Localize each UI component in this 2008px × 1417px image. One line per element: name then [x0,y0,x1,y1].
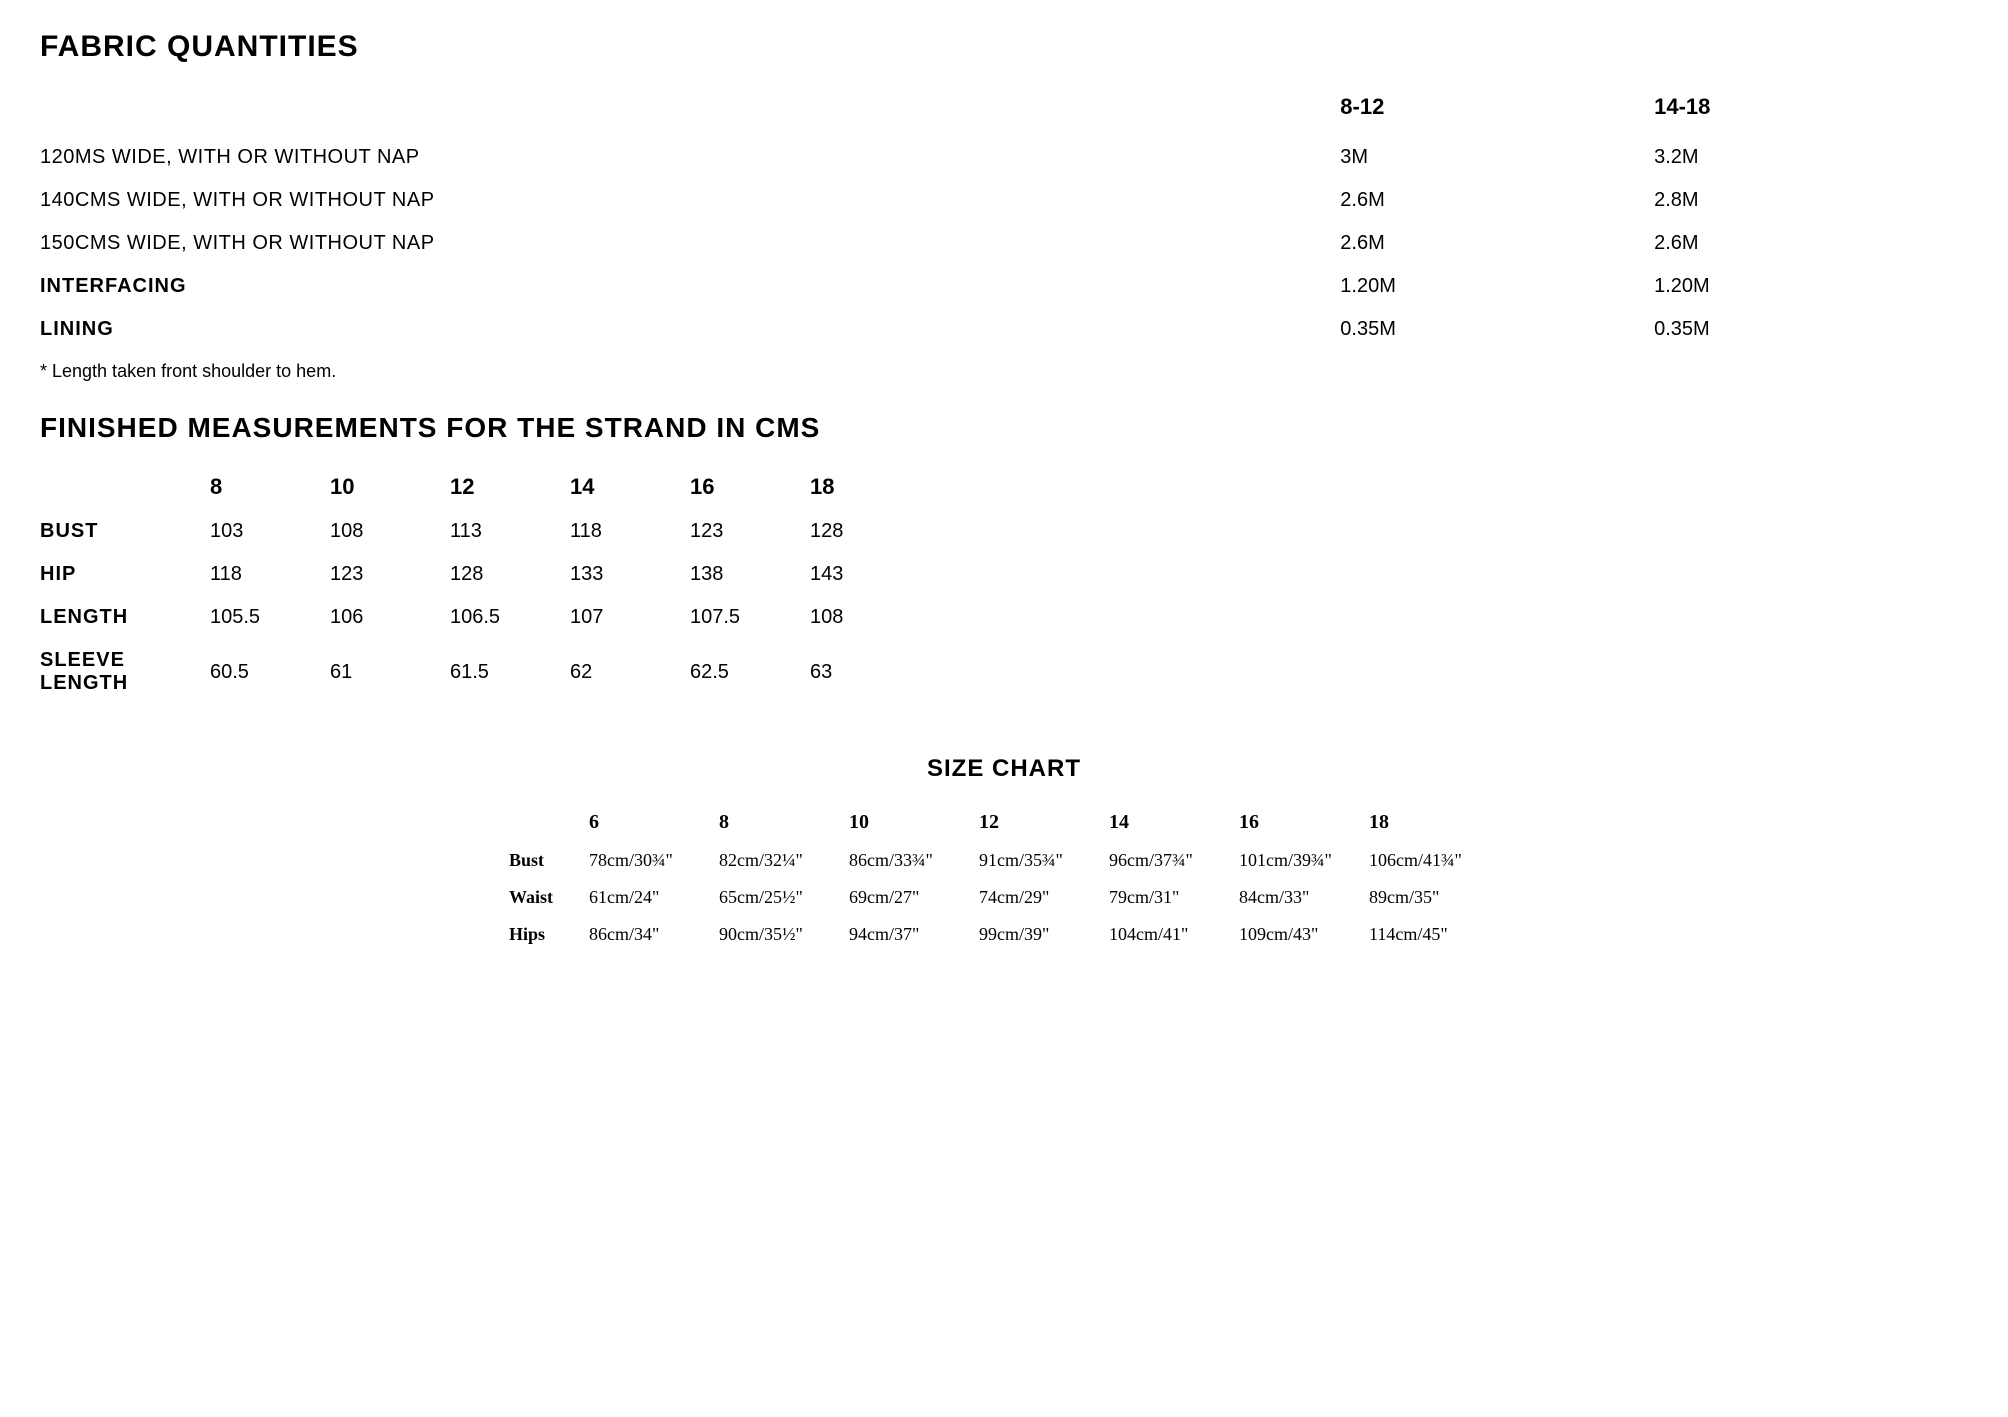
measurements-title: FINISHED MEASUREMENTS FOR THE STRAND IN … [40,412,1968,444]
table-cell: 82cm/32¼" [719,842,849,879]
table-header [40,464,210,510]
table-cell: 1.20M [1654,265,1968,308]
table-cell: LENGTH [40,596,210,639]
table-cell: 1.20M [1340,265,1654,308]
fabric-quantities-title: FABRIC QUANTITIES [40,30,1968,64]
table-cell: 78cm/30¾" [589,842,719,879]
table-cell: 128 [810,510,930,553]
fabric-quantities-table: 8-12 14-18 120MS WIDE, WITH OR WITHOUT NA… [40,84,1968,351]
table-cell: 123 [690,510,810,553]
table-cell: 140CMS WIDE, WITH OR WITHOUT NAP [40,179,1340,222]
table-cell: 0.35M [1340,308,1654,351]
table-cell: 3M [1340,136,1654,179]
table-cell: INTERFACING [40,265,1340,308]
table-cell: 0.35M [1654,308,1968,351]
fabric-footnote: * Length taken front shoulder to hem. [40,361,1968,382]
table-cell: 2.6M [1654,222,1968,265]
table-cell: 106.5 [450,596,570,639]
table-header [509,803,589,842]
table-cell: Waist [509,879,589,916]
table-cell: 86cm/33¾" [849,842,979,879]
table-cell: 74cm/29" [979,879,1109,916]
table-header: 18 [1369,803,1499,842]
table-cell: 62 [570,639,690,705]
table-cell: 96cm/37¾" [1109,842,1239,879]
table-cell: 120MS WIDE, WITH OR WITHOUT NAP [40,136,1340,179]
table-cell: HIP [40,553,210,596]
table-cell: 108 [330,510,450,553]
table-cell: 89cm/35" [1369,879,1499,916]
table-cell: 123 [330,553,450,596]
table-cell: 118 [570,510,690,553]
table-header: 16 [1239,803,1369,842]
table-cell [40,84,1340,136]
table-header: 10 [330,464,450,510]
table-cell: 2.6M [1340,222,1654,265]
table-cell: 65cm/25½" [719,879,849,916]
table-cell: 133 [570,553,690,596]
table-header: 16 [690,464,810,510]
table-cell: 108 [810,596,930,639]
table-cell: 118 [210,553,330,596]
table-cell: 103 [210,510,330,553]
table-header: 14 [1109,803,1239,842]
table-cell: 61cm/24" [589,879,719,916]
table-cell: 107.5 [690,596,810,639]
table-cell: 3.2M [1654,136,1968,179]
table-cell: 105.5 [210,596,330,639]
table-header: 18 [810,464,930,510]
table-cell: 61.5 [450,639,570,705]
table-cell: 101cm/39¾" [1239,842,1369,879]
table-cell: 109cm/43" [1239,916,1369,953]
table-header: 8 [719,803,849,842]
table-cell: 86cm/34" [589,916,719,953]
table-cell: 128 [450,553,570,596]
table-cell: 61 [330,639,450,705]
table-cell: 143 [810,553,930,596]
table-cell: 107 [570,596,690,639]
table-header: 8 [210,464,330,510]
table-header: 14 [570,464,690,510]
table-cell: 114cm/45" [1369,916,1499,953]
table-cell: 79cm/31" [1109,879,1239,916]
table-cell: 90cm/35½" [719,916,849,953]
table-cell: 60.5 [210,639,330,705]
table-cell: 104cm/41" [1109,916,1239,953]
measurements-table: 81012141618BUST103108113118123128HIP1181… [40,464,930,705]
table-cell: 2.8M [1654,179,1968,222]
table-cell: Hips [509,916,589,953]
size-chart-table: 681012141618 Bust78cm/30¾"82cm/32¼"86cm/3… [509,803,1499,953]
table-cell: 94cm/37" [849,916,979,953]
table-header: 6 [589,803,719,842]
table-cell: 63 [810,639,930,705]
table-cell: 106cm/41¾" [1369,842,1499,879]
table-cell: 106 [330,596,450,639]
table-cell: 62.5 [690,639,810,705]
table-cell: BUST [40,510,210,553]
table-header: 14-18 [1654,84,1968,136]
table-cell: 150CMS WIDE, WITH OR WITHOUT NAP [40,222,1340,265]
table-cell: 113 [450,510,570,553]
table-cell: 138 [690,553,810,596]
table-cell: 91cm/35¾" [979,842,1109,879]
table-cell: 99cm/39" [979,916,1109,953]
table-cell: Bust [509,842,589,879]
table-cell: LINING [40,308,1340,351]
table-cell: 69cm/27" [849,879,979,916]
table-header: 10 [849,803,979,842]
size-chart-title: SIZE CHART [40,755,1968,783]
table-header: 12 [979,803,1109,842]
table-header: 12 [450,464,570,510]
table-cell: 84cm/33" [1239,879,1369,916]
table-cell: SLEEVE LENGTH [40,639,210,705]
table-cell: 2.6M [1340,179,1654,222]
table-header: 8-12 [1340,84,1654,136]
